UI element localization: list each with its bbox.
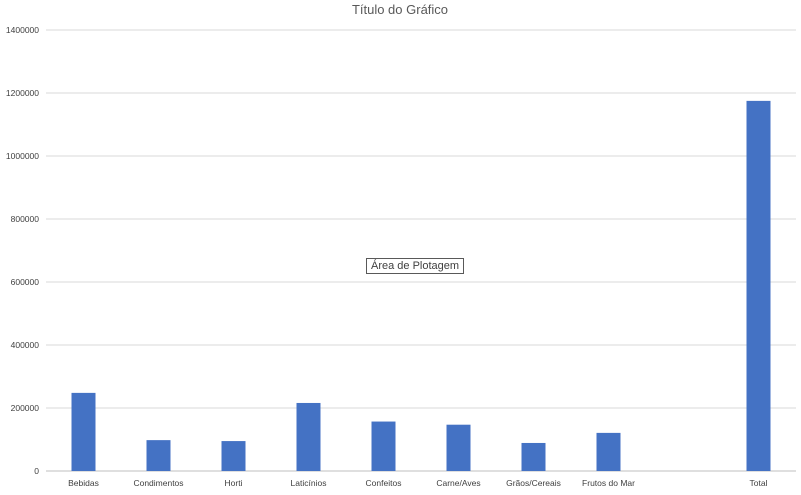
bar-horti xyxy=(221,441,246,471)
chart-title: Título do Gráfico xyxy=(352,2,448,17)
x-axis-category-labels: Bebidas Condimentos Horti Laticínios Confeit… xyxy=(68,478,767,488)
bar-bebidas xyxy=(71,392,96,471)
bar-carne-aves xyxy=(446,424,471,471)
y-tick-label: 200000 xyxy=(11,403,40,413)
bar-total xyxy=(746,100,771,471)
bar-gr-os-cereais xyxy=(521,442,546,471)
bar-frutos-do-mar xyxy=(596,432,621,471)
plot-area-tooltip: Área de Plotagem xyxy=(366,258,465,274)
y-tick-label: 800000 xyxy=(11,214,40,224)
x-category-label: Grãos/Cereais xyxy=(506,478,561,488)
y-tick-label: 0 xyxy=(34,466,39,476)
y-tick-label: 1000000 xyxy=(6,151,39,161)
x-category-label: Horti xyxy=(225,478,243,488)
bar-condimentos xyxy=(146,440,171,471)
bar-latic-nios xyxy=(296,402,321,471)
y-tick-label: 600000 xyxy=(11,277,40,287)
bar-confeitos xyxy=(371,421,396,471)
x-category-label: Total xyxy=(750,478,768,488)
x-category-label: Laticínios xyxy=(291,478,327,488)
y-tick-label: 1200000 xyxy=(6,88,39,98)
y-tick-label: 400000 xyxy=(11,340,40,350)
gridlines xyxy=(46,29,796,472)
x-category-label: Carne/Aves xyxy=(436,478,480,488)
y-axis-tick-labels: 0 200000 400000 600000 800000 1000000 1200000 1… xyxy=(6,25,39,476)
y-tick-label: 1400000 xyxy=(6,25,39,35)
bars xyxy=(71,100,771,471)
x-category-label: Frutos do Mar xyxy=(582,478,635,488)
x-category-label: Condimentos xyxy=(133,478,183,488)
x-category-label: Confeitos xyxy=(366,478,402,488)
x-category-label: Bebidas xyxy=(68,478,99,488)
